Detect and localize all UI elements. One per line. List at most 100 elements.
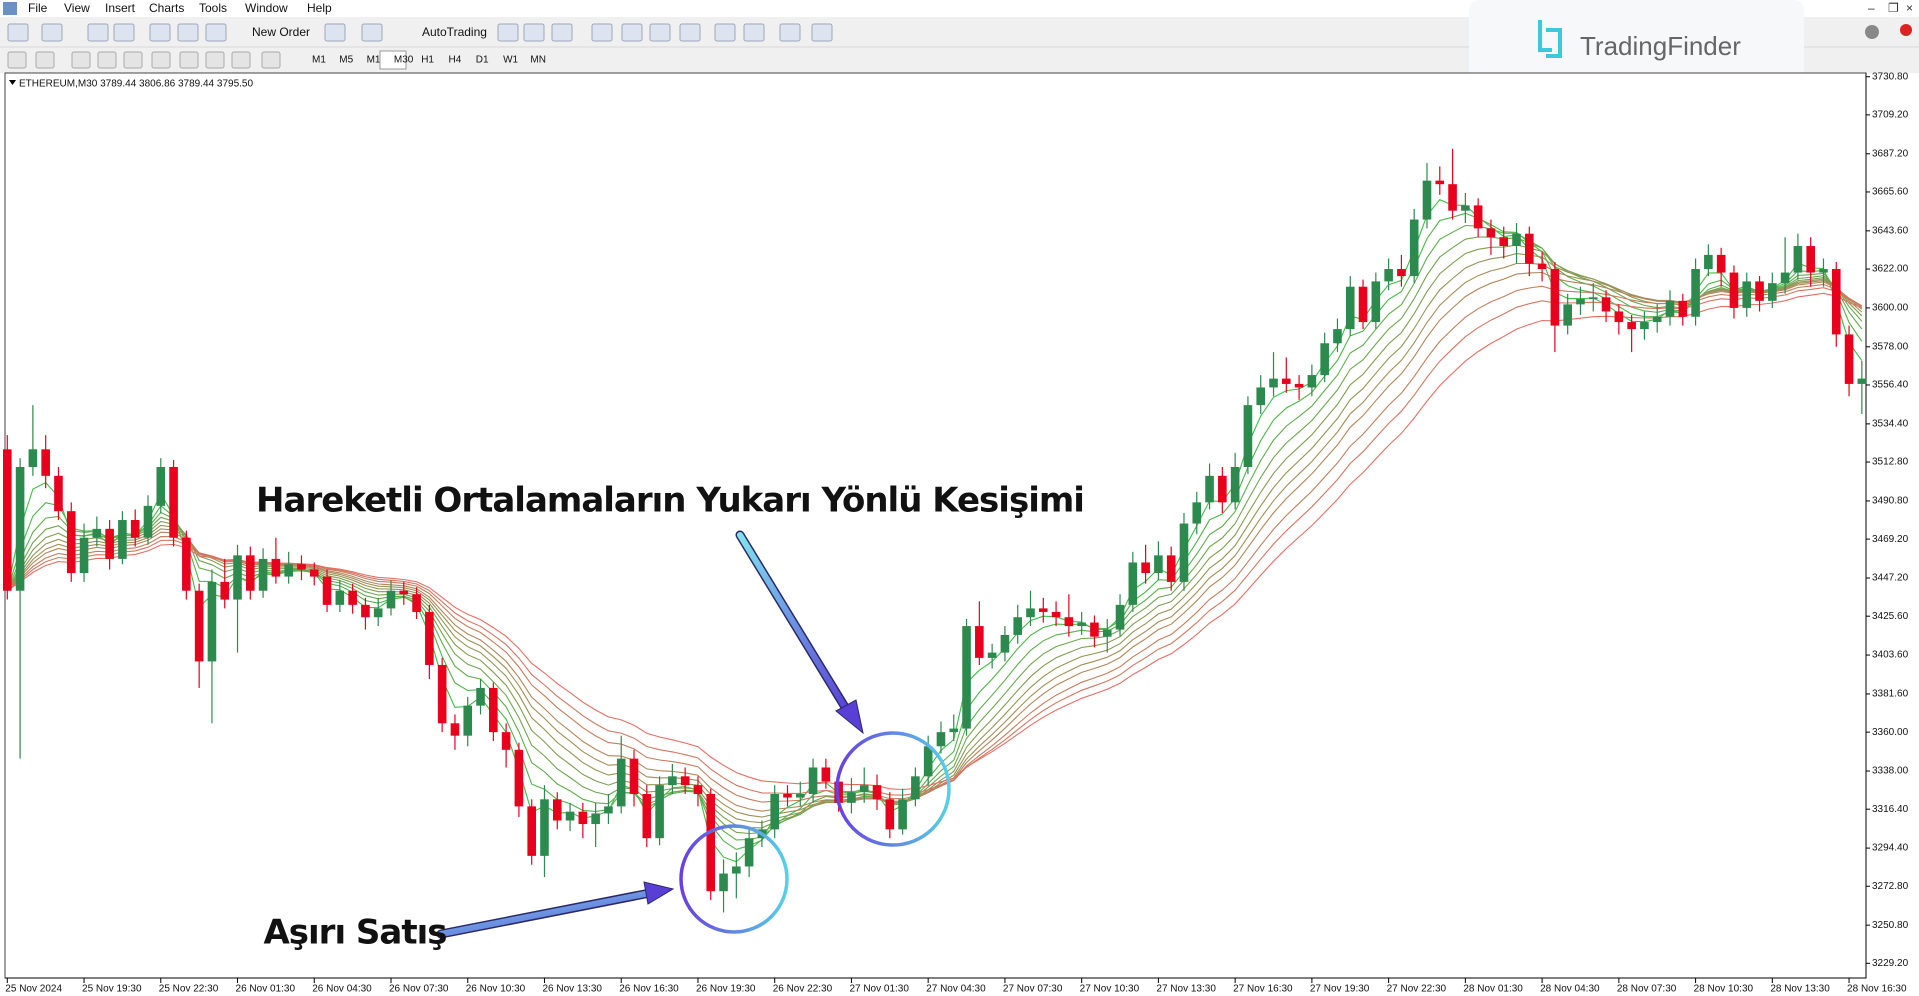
toolbar-button[interactable] xyxy=(621,23,643,42)
autotrading-button[interactable]: AutoTrading xyxy=(422,25,487,39)
candle-body xyxy=(1627,322,1636,330)
chart-area xyxy=(4,72,1867,979)
candle-body xyxy=(156,466,166,506)
toolbar-button[interactable] xyxy=(649,23,671,42)
candle-body xyxy=(246,555,255,591)
candle-body xyxy=(1345,286,1355,330)
candle-body xyxy=(1256,387,1266,406)
candle-body xyxy=(1230,466,1240,503)
x-tick-label: 26 Nov 16:30 xyxy=(619,984,679,995)
oversold-arrow xyxy=(438,890,653,937)
tool-button[interactable] xyxy=(205,51,225,69)
candle-body xyxy=(1576,299,1585,305)
toolbar-button[interactable] xyxy=(113,23,135,42)
menu-item[interactable]: Window xyxy=(245,1,288,15)
toolbar-button[interactable] xyxy=(7,23,29,42)
toolbar-button[interactable] xyxy=(497,23,519,42)
x-tick-label: 26 Nov 01:30 xyxy=(236,984,296,995)
toolbar-button[interactable] xyxy=(324,23,346,42)
tool-button[interactable] xyxy=(179,51,199,69)
toolbar-button[interactable] xyxy=(591,23,613,42)
timeframe-button[interactable]: M5 xyxy=(339,55,353,66)
menu-item[interactable]: Tools xyxy=(199,1,227,15)
candle-body xyxy=(1307,375,1317,388)
timeframe-button[interactable]: M1 xyxy=(312,55,326,66)
tool-button[interactable] xyxy=(123,51,143,69)
y-tick-label: 3512.80 xyxy=(1872,457,1909,468)
x-tick-label: 26 Nov 04:30 xyxy=(312,984,372,995)
menu-item[interactable]: Charts xyxy=(149,1,184,15)
x-tick-label: 26 Nov 10:30 xyxy=(466,984,526,995)
candle-body xyxy=(1384,269,1393,282)
candle-body xyxy=(105,528,114,559)
candle-body xyxy=(936,732,946,747)
toolbar-button[interactable] xyxy=(87,23,109,42)
y-tick-label: 3250.80 xyxy=(1872,920,1909,931)
toolbar-button[interactable] xyxy=(177,23,199,42)
chart-menu-arrow[interactable] xyxy=(9,80,16,85)
menu-item[interactable]: Insert xyxy=(105,1,136,15)
menu-item[interactable]: File xyxy=(28,1,48,15)
candle-body xyxy=(1691,269,1700,317)
candle-body xyxy=(795,793,805,798)
y-tick-label: 3709.20 xyxy=(1872,110,1909,121)
candle-body xyxy=(1588,297,1598,300)
x-tick-label: 28 Nov 07:30 xyxy=(1617,984,1677,995)
tool-button[interactable] xyxy=(231,51,251,69)
candle-body xyxy=(1742,281,1752,308)
oversold-annotation: Aşırı Satış xyxy=(263,913,446,953)
candle-body xyxy=(3,449,12,591)
toolbar-button[interactable] xyxy=(149,23,171,42)
timeframe-button[interactable]: MN xyxy=(530,55,546,66)
candle-body xyxy=(1064,617,1074,627)
candle-body xyxy=(1755,281,1764,301)
toolbar-button[interactable] xyxy=(779,23,801,42)
minimize-button[interactable]: – xyxy=(1868,1,1875,15)
timeframe-button[interactable]: M30 xyxy=(394,55,414,66)
timeframe-button[interactable]: M15 xyxy=(367,55,387,66)
candle-body xyxy=(1831,269,1841,335)
toolbar-button[interactable] xyxy=(41,23,63,42)
y-tick-label: 3687.20 xyxy=(1872,148,1909,159)
toolbar-button[interactable] xyxy=(714,23,736,42)
close-button[interactable]: × xyxy=(1906,1,1913,15)
timeframe-button[interactable]: W1 xyxy=(503,55,518,66)
candle-body xyxy=(335,590,345,605)
tool-button[interactable] xyxy=(151,51,171,69)
toolbar-button[interactable] xyxy=(743,23,765,42)
x-tick-label: 27 Nov 10:30 xyxy=(1080,984,1140,995)
candle-body xyxy=(41,449,50,476)
toolbar-icons xyxy=(7,23,833,69)
crossover-annotation: Hareketli Ortalamaların Yukarı Yönlü Kes… xyxy=(256,481,1084,521)
tool-button[interactable] xyxy=(71,51,91,69)
account-icon[interactable] xyxy=(1865,25,1879,39)
timeframe-button[interactable]: H1 xyxy=(421,55,434,66)
toolbar-button[interactable] xyxy=(361,23,383,42)
toolbar-button[interactable] xyxy=(811,23,833,42)
tool-button[interactable] xyxy=(261,51,281,69)
candle-body xyxy=(821,767,831,782)
toolbar-button[interactable] xyxy=(679,23,701,42)
tool-button[interactable] xyxy=(97,51,117,69)
symbol-info: ETHEREUM,M30 3789.44 3806.86 3789.44 379… xyxy=(19,79,253,90)
new-order-button[interactable]: New Order xyxy=(252,25,310,39)
candle-body xyxy=(54,475,63,512)
tool-button[interactable] xyxy=(7,51,27,69)
notification-badge[interactable] xyxy=(1900,24,1912,36)
toolbar-button[interactable] xyxy=(551,23,573,42)
candle-body xyxy=(706,793,716,892)
timeframe-button[interactable]: H4 xyxy=(449,55,462,66)
candle-body xyxy=(1243,405,1253,467)
toolbar-button[interactable] xyxy=(523,23,545,42)
logo-text: TradingFinder xyxy=(1580,31,1741,61)
y-tick-label: 3534.40 xyxy=(1872,419,1909,430)
x-tick-label: 27 Nov 04:30 xyxy=(926,984,986,995)
menu-item[interactable]: View xyxy=(64,1,90,15)
toolbar-button[interactable] xyxy=(205,23,227,42)
menu-item[interactable]: Help xyxy=(307,1,332,15)
tool-button[interactable] xyxy=(35,51,55,69)
candle-body xyxy=(949,728,959,733)
restore-button[interactable]: ❐ xyxy=(1888,1,1899,15)
timeframe-button[interactable]: D1 xyxy=(476,55,489,66)
